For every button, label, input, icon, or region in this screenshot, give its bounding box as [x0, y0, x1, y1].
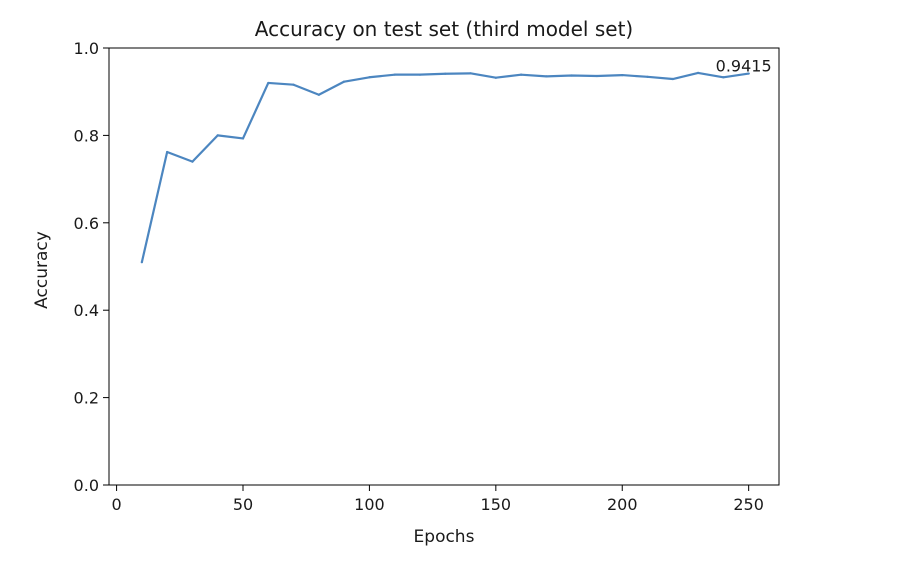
- x-axis-ticks: 0 50 100 150 200 250: [111, 485, 764, 514]
- y-tick-label: 0.0: [74, 476, 99, 495]
- data-point: [418, 73, 422, 76]
- data-point: [646, 75, 649, 78]
- y-tick-label: 0.2: [74, 389, 99, 408]
- x-tick-label: 100: [354, 495, 385, 514]
- data-point: [621, 73, 624, 77]
- accuracy-series-line: [140, 71, 750, 264]
- data-point: [696, 71, 700, 75]
- data-point: [191, 160, 194, 163]
- y-tick-label: 0.6: [74, 214, 99, 233]
- data-point: [444, 72, 447, 75]
- x-tick-label: 50: [233, 495, 253, 514]
- data-point: [267, 81, 270, 85]
- data-point: [216, 134, 219, 137]
- data-point: [671, 77, 674, 81]
- data-point: [140, 261, 143, 264]
- data-point: [595, 74, 599, 78]
- y-tick-label: 0.4: [74, 301, 99, 320]
- data-point: [520, 73, 523, 76]
- x-tick-label: 200: [607, 495, 638, 514]
- annotations: 0.9415: [716, 57, 772, 76]
- x-tick-label: 250: [733, 495, 764, 514]
- data-point: [241, 137, 245, 140]
- x-tick-label: 0: [111, 495, 121, 514]
- series-points: [140, 71, 750, 264]
- data-point: [747, 72, 750, 75]
- y-tick-label: 1.0: [74, 39, 99, 58]
- chart-title: Accuracy on test set (third model set): [255, 17, 633, 41]
- x-axis-label: Epochs: [414, 527, 475, 547]
- y-tick-label: 0.8: [74, 126, 99, 145]
- plot-area-frame: [108, 47, 780, 486]
- data-point: [545, 75, 548, 78]
- data-point: [317, 93, 320, 96]
- data-point: [570, 74, 573, 77]
- data-point: [469, 72, 472, 75]
- data-point: [393, 73, 396, 76]
- y-axis-ticks: 0.0 0.2 0.4 0.6 0.8 1.0: [74, 39, 109, 495]
- data-point: [343, 80, 346, 83]
- data-point: [368, 76, 371, 79]
- data-point: [166, 150, 169, 154]
- final-value-annotation: 0.9415: [716, 57, 772, 76]
- data-point: [494, 76, 497, 79]
- x-tick-label: 150: [481, 495, 512, 514]
- data-point: [292, 83, 295, 86]
- data-point: [722, 76, 725, 79]
- y-axis-label: Accuracy: [32, 231, 52, 309]
